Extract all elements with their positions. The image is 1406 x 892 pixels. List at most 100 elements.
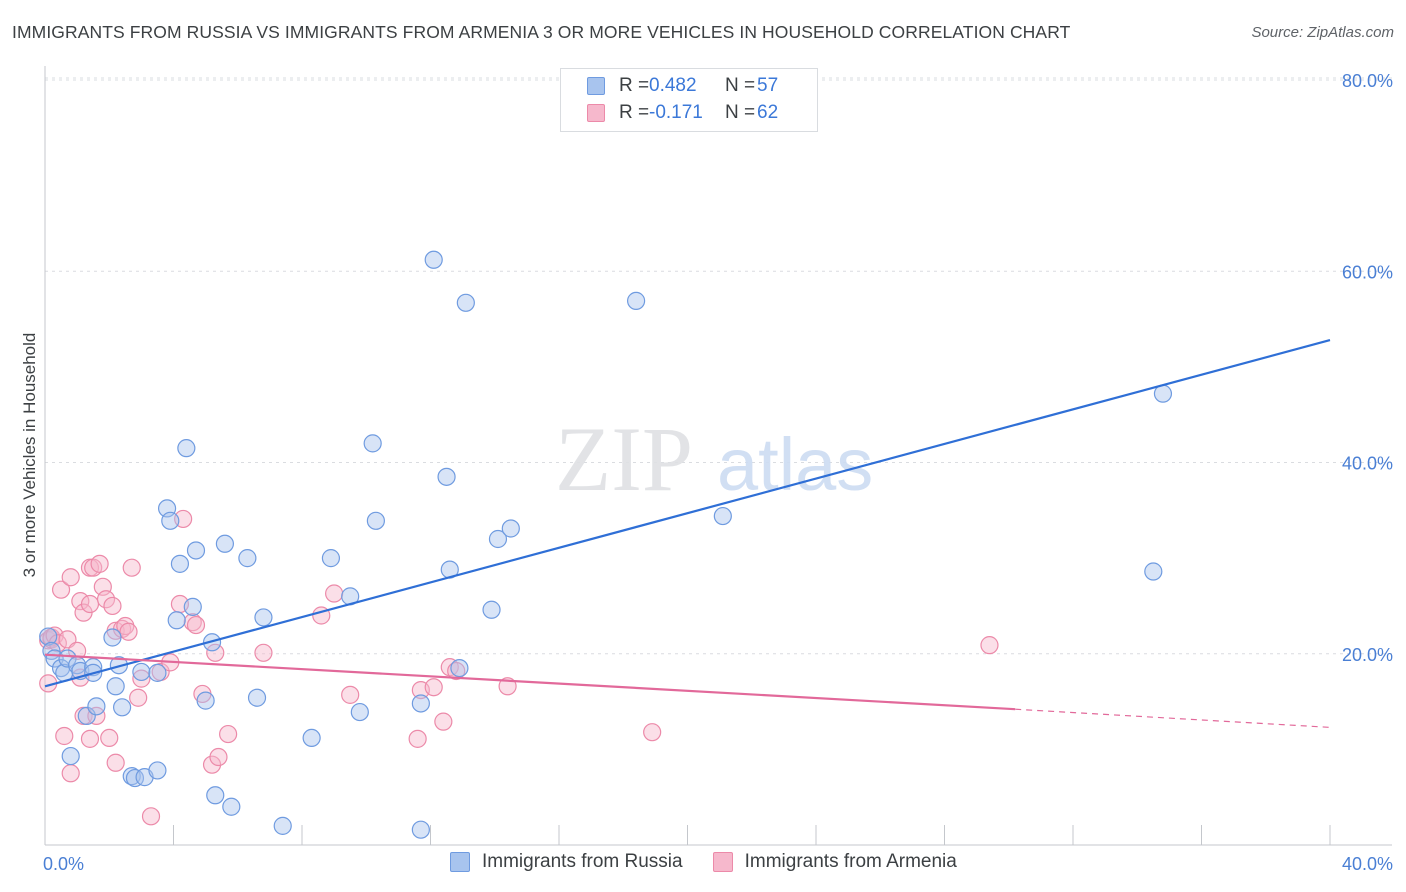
legend-n-value: 62 bbox=[757, 102, 779, 123]
russia-point bbox=[103, 628, 122, 647]
armenia-point bbox=[119, 622, 138, 641]
legend-label-russia: Immigrants from Russia bbox=[482, 851, 683, 872]
armenia-point bbox=[61, 764, 80, 783]
armenia-point bbox=[68, 641, 87, 660]
russia-point bbox=[411, 694, 430, 713]
y-tick-label: 60.0% bbox=[1342, 262, 1393, 282]
source-label: Source: ZipAtlas.com bbox=[1251, 24, 1394, 41]
russia-point bbox=[350, 702, 369, 722]
russia-point bbox=[61, 746, 80, 766]
armenia-point bbox=[87, 706, 106, 726]
russia-point bbox=[456, 293, 475, 312]
legend-n-label: N = bbox=[725, 102, 756, 123]
x-tick-label: 0.0% bbox=[43, 854, 84, 874]
legend-item-russia[interactable]: Immigrants from Russia bbox=[450, 851, 683, 873]
legend-row-russia: R = 0.482 N = 57 bbox=[587, 73, 778, 99]
russia-point bbox=[177, 439, 196, 458]
russia-point bbox=[77, 706, 96, 726]
watermark-atlas: atlas bbox=[717, 423, 873, 506]
series-russia bbox=[39, 250, 1173, 839]
russia-point bbox=[713, 506, 732, 526]
legend-n-label: N = bbox=[725, 75, 756, 96]
armenia-point bbox=[980, 636, 999, 655]
russia-point bbox=[58, 649, 77, 668]
chart-title: IMMIGRANTS FROM RUSSIA VS IMMIGRANTS FRO… bbox=[12, 22, 1071, 42]
y-tick-label: 40.0% bbox=[1342, 454, 1393, 474]
legend-r-label: R = bbox=[619, 102, 650, 123]
russia-point bbox=[196, 691, 215, 710]
russia-point bbox=[366, 511, 385, 530]
russia-point bbox=[626, 291, 646, 310]
armenia-point bbox=[116, 616, 135, 636]
russia-point bbox=[112, 698, 132, 717]
legend-item-armenia[interactable]: Immigrants from Armenia bbox=[712, 851, 957, 873]
armenia-point bbox=[447, 661, 466, 681]
russia-point bbox=[247, 688, 267, 707]
russia-point bbox=[206, 786, 225, 805]
russia-point bbox=[1144, 562, 1163, 581]
russia-point bbox=[186, 541, 206, 560]
watermark-zip: ZIP bbox=[555, 408, 693, 510]
watermark: ZIP atlas bbox=[555, 408, 873, 510]
legend-label-armenia: Immigrants from Armenia bbox=[744, 851, 957, 872]
russia-point bbox=[437, 467, 456, 486]
russia-point bbox=[363, 434, 382, 453]
russia-point bbox=[273, 816, 292, 835]
russia-point bbox=[302, 728, 321, 748]
armenia-point bbox=[408, 729, 427, 748]
armenia-point bbox=[100, 728, 119, 748]
armenia-point bbox=[254, 643, 273, 662]
russia-point bbox=[148, 761, 167, 780]
russia-point bbox=[215, 534, 234, 553]
russia-point bbox=[39, 627, 58, 646]
russia-point bbox=[170, 554, 190, 573]
armenia-point bbox=[341, 685, 360, 704]
russia-point bbox=[321, 549, 341, 568]
armenia-point bbox=[325, 584, 344, 603]
russia-point bbox=[254, 608, 273, 627]
russia-point bbox=[106, 677, 125, 696]
armenia-point bbox=[96, 590, 116, 609]
gridlines bbox=[45, 77, 1392, 655]
russia-point bbox=[411, 820, 430, 839]
armenia-point bbox=[219, 724, 238, 744]
legend-r-value: -0.171 bbox=[649, 102, 703, 123]
armenia-point bbox=[80, 729, 100, 748]
armenia-point bbox=[90, 554, 109, 573]
armenia-point bbox=[141, 807, 161, 826]
series-legend: Immigrants from Russia Immigrants from A… bbox=[450, 851, 987, 873]
series-armenia bbox=[39, 509, 999, 826]
correlation-legend: R = 0.482 N = 57 R = -0.171 N = 62 bbox=[560, 68, 818, 132]
russia-point bbox=[87, 697, 106, 716]
armenia-point bbox=[424, 678, 443, 697]
tick-labels: 20.0% 40.0% 60.0% 80.0% 0.0% 40.0% bbox=[43, 71, 1393, 874]
armenia-point bbox=[206, 643, 225, 662]
russia-point bbox=[488, 529, 508, 549]
armenia-point bbox=[186, 615, 206, 635]
legend-r-value: 0.482 bbox=[649, 75, 697, 96]
russia-point bbox=[238, 549, 257, 568]
legend-swatch-armenia bbox=[712, 852, 733, 872]
armenia-point bbox=[122, 558, 141, 577]
legend-swatch-russia bbox=[587, 77, 605, 95]
trend-line-russia bbox=[44, 339, 1331, 688]
legend-swatch-armenia bbox=[587, 104, 605, 122]
legend-swatch-russia bbox=[450, 852, 470, 872]
armenia-point bbox=[129, 688, 148, 707]
russia-point bbox=[501, 519, 520, 538]
legend-r-label: R = bbox=[619, 75, 650, 96]
russia-point bbox=[167, 611, 186, 630]
russia-point bbox=[132, 662, 151, 682]
armenia-point bbox=[209, 747, 228, 767]
russia-point bbox=[125, 768, 145, 788]
russia-point bbox=[183, 597, 202, 616]
legend-row-armenia: R = -0.171 N = 62 bbox=[587, 100, 778, 126]
armenia-point bbox=[132, 669, 151, 688]
armenia-point bbox=[643, 723, 662, 742]
legend-n-value: 57 bbox=[757, 75, 779, 96]
russia-point bbox=[161, 511, 180, 530]
russia-point bbox=[424, 250, 443, 269]
russia-point bbox=[450, 658, 469, 678]
armenia-point bbox=[80, 594, 100, 614]
